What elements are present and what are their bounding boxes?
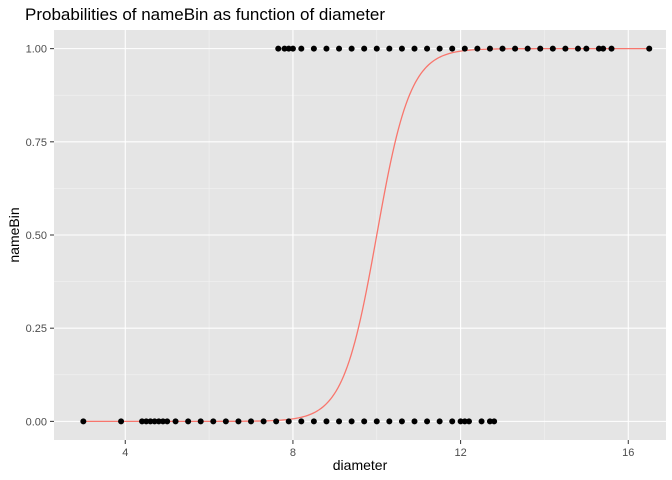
data-point xyxy=(424,45,431,52)
data-point xyxy=(348,418,355,425)
data-point xyxy=(298,418,305,425)
data-point xyxy=(600,45,607,52)
y-tick-label: 0.25 xyxy=(26,323,47,335)
points-layer xyxy=(80,45,653,425)
data-point xyxy=(465,418,472,425)
data-point xyxy=(147,418,154,425)
data-point xyxy=(595,45,602,52)
data-point xyxy=(285,45,292,52)
data-point xyxy=(486,45,493,52)
data-point xyxy=(461,45,468,52)
data-point xyxy=(411,418,418,425)
data-point xyxy=(461,418,468,425)
data-point xyxy=(310,418,317,425)
data-point xyxy=(275,45,282,52)
data-point xyxy=(260,418,267,425)
data-point xyxy=(143,418,150,425)
data-point xyxy=(139,418,146,425)
data-point xyxy=(398,418,405,425)
data-point xyxy=(549,45,556,52)
x-tick-label: 12 xyxy=(454,447,466,459)
data-point xyxy=(608,45,615,52)
data-point xyxy=(80,418,87,425)
data-point xyxy=(373,418,380,425)
data-point xyxy=(436,418,443,425)
data-point xyxy=(474,45,481,52)
data-point xyxy=(348,45,355,52)
data-point xyxy=(436,45,443,52)
data-point xyxy=(185,418,192,425)
data-point xyxy=(562,45,569,52)
data-point xyxy=(235,418,242,425)
data-point xyxy=(361,418,368,425)
data-point xyxy=(289,45,296,52)
data-point xyxy=(159,418,166,425)
data-point xyxy=(222,418,229,425)
data-point xyxy=(323,418,330,425)
data-point xyxy=(336,418,343,425)
data-point xyxy=(478,418,485,425)
data-point xyxy=(449,45,456,52)
y-axis: 0.00 0.25 0.50 0.75 1.00 xyxy=(26,44,54,428)
data-point xyxy=(273,418,280,425)
y-tick-label: 1.00 xyxy=(26,44,47,56)
y-axis-title: nameBin xyxy=(6,207,22,262)
data-point xyxy=(424,418,431,425)
data-point xyxy=(583,45,590,52)
data-point xyxy=(373,45,380,52)
x-tick-label: 16 xyxy=(622,447,634,459)
data-point xyxy=(164,418,171,425)
data-point xyxy=(574,45,581,52)
data-point xyxy=(336,45,343,52)
x-tick-label: 4 xyxy=(122,447,128,459)
data-point xyxy=(386,418,393,425)
data-point xyxy=(210,418,217,425)
data-point xyxy=(310,45,317,52)
x-axis: 4 8 12 16 xyxy=(122,440,634,459)
data-point xyxy=(491,418,498,425)
data-point xyxy=(151,418,158,425)
y-tick-label: 0.75 xyxy=(26,137,47,149)
data-point xyxy=(537,45,544,52)
x-tick-label: 8 xyxy=(290,447,296,459)
data-point xyxy=(281,45,288,52)
data-point xyxy=(298,45,305,52)
data-point xyxy=(449,418,456,425)
x-axis-title: diameter xyxy=(333,457,388,473)
data-point xyxy=(411,45,418,52)
data-point xyxy=(323,45,330,52)
data-point xyxy=(646,45,653,52)
grid-major xyxy=(54,30,666,440)
data-point xyxy=(512,45,519,52)
data-point xyxy=(386,45,393,52)
data-point xyxy=(361,45,368,52)
chart-title: Probabilities of nameBin as function of … xyxy=(25,5,385,24)
data-point xyxy=(499,45,506,52)
data-point xyxy=(285,418,292,425)
y-tick-label: 0.50 xyxy=(26,230,47,242)
data-point xyxy=(172,418,179,425)
data-point xyxy=(486,418,493,425)
data-point xyxy=(197,418,204,425)
y-tick-label: 0.00 xyxy=(26,416,47,428)
data-point xyxy=(118,418,125,425)
data-point xyxy=(457,418,464,425)
data-point xyxy=(248,418,255,425)
data-point xyxy=(398,45,405,52)
data-point xyxy=(524,45,531,52)
data-point xyxy=(155,418,162,425)
